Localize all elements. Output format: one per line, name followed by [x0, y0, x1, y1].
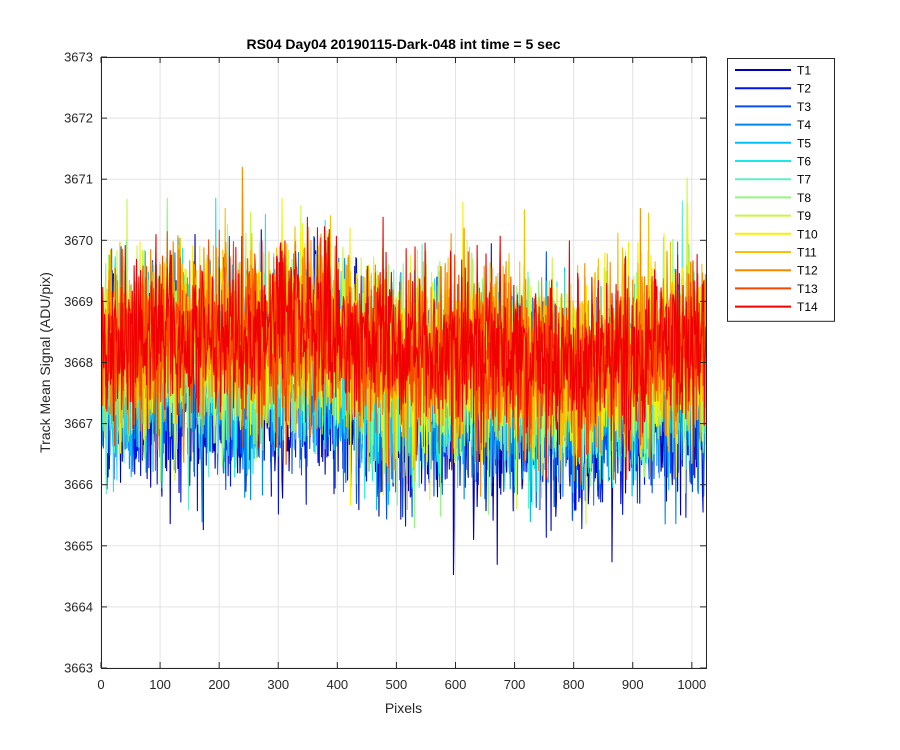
y-tick-label: 3668 [64, 355, 93, 370]
legend-label-t6: T6 [797, 155, 811, 169]
series-layer [101, 166, 706, 576]
x-tick-label: 400 [326, 677, 348, 692]
legend-label-t13: T13 [797, 282, 818, 296]
legend-label-t14: T14 [797, 300, 818, 314]
legend-label-t8: T8 [797, 191, 811, 205]
ticks: 0 100 200 300 400 500 600 700 800 900 1000 3663 3664… [64, 50, 706, 693]
legend: T1 T2 T3 T4 T5 T6 T7 T8 T9 T10 T11 T12 T13 T14 [727, 58, 835, 322]
legend-label-t1: T1 [797, 64, 811, 78]
x-tick-label: 100 [149, 677, 171, 692]
legend-label-t7: T7 [797, 173, 811, 187]
y-tick-label: 3665 [64, 538, 93, 553]
x-tick-label: 500 [386, 677, 408, 692]
legend-label-t5: T5 [797, 136, 811, 150]
legend-label-t12: T12 [797, 264, 818, 278]
x-tick-label: 0 [97, 677, 104, 692]
y-tick-label: 3667 [64, 416, 93, 431]
legend-label-t3: T3 [797, 100, 811, 114]
y-tick-label: 3670 [64, 233, 93, 248]
x-tick-label: 900 [622, 677, 644, 692]
x-axis-title: Pixels [385, 700, 422, 716]
x-tick-label: 800 [563, 677, 585, 692]
legend-label-t4: T4 [797, 118, 811, 132]
y-tick-label: 3669 [64, 294, 93, 309]
x-tick-label: 700 [504, 677, 526, 692]
y-tick-label: 3663 [64, 661, 93, 676]
legend-box [727, 58, 835, 322]
x-tick-label: 600 [445, 677, 467, 692]
y-tick-label: 3664 [64, 599, 93, 614]
y-tick-label: 3673 [64, 50, 93, 65]
chart-title: RS04 Day04 20190115-Dark-048 int time = … [246, 36, 560, 52]
x-tick-label: 300 [267, 677, 289, 692]
y-tick-label: 3666 [64, 477, 93, 492]
x-tick-label: 200 [208, 677, 230, 692]
legend-label-t2: T2 [797, 82, 811, 96]
legend-label-t9: T9 [797, 209, 811, 223]
x-tick-label: 1000 [677, 677, 706, 692]
y-tick-label: 3671 [64, 172, 93, 187]
legend-label-t10: T10 [797, 227, 818, 241]
legend-label-t11: T11 [797, 246, 817, 260]
y-tick-label: 3672 [64, 111, 93, 126]
series-line-t14 [101, 216, 706, 480]
y-axis-title: Track Mean Signal (ADU/pix) [37, 272, 53, 453]
